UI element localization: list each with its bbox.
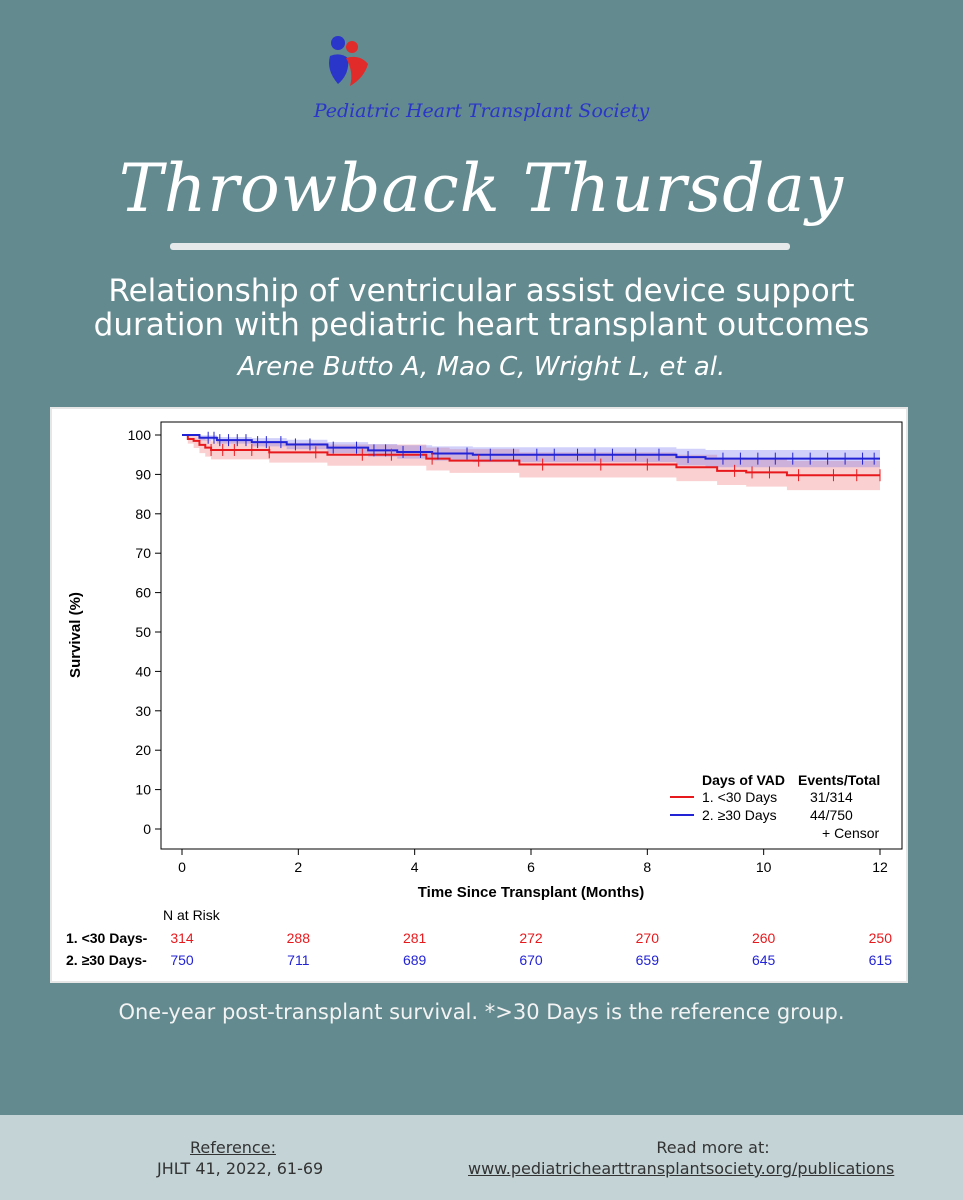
risk-value: 711	[287, 952, 310, 968]
legend-events-1: 31/314	[810, 789, 853, 805]
survival-chart: 0 10 20 30 40 50 60 70 80 90 100 0 2 4 6 8 10 12 Surviva…	[66, 421, 903, 968]
figure-caption: One-year post-transplant survival. *>30 …	[118, 1000, 845, 1024]
y-tick-label: 80	[135, 506, 151, 522]
risk-value: 250	[869, 930, 893, 946]
y-tick-label: 50	[135, 624, 151, 640]
y-tick-label: 20	[135, 742, 151, 758]
footer-bar	[0, 1115, 963, 1200]
x-axis-label: Time Since Transplant (Months)	[418, 884, 644, 901]
risk-value: 260	[752, 930, 776, 946]
banner-underline	[170, 243, 790, 250]
legend-title: Days of VAD	[702, 772, 785, 788]
banner-title: Throwback Thursday	[118, 150, 845, 227]
legend-events-2: 44/750	[810, 807, 853, 823]
legend-label-2: 2. ≥30 Days	[702, 807, 777, 823]
y-tick-label: 60	[135, 585, 151, 601]
org-name: Pediatric Heart Transplant Society	[313, 100, 650, 122]
y-tick-label: 10	[135, 782, 151, 798]
x-tick-label: 2	[294, 859, 302, 875]
risk-value: 659	[636, 952, 660, 968]
risk-value: 670	[519, 952, 543, 968]
risk-value: 645	[752, 952, 776, 968]
y-tick-label: 30	[135, 703, 151, 719]
risk-table: N at Risk 1. <30 Days- 2. ≥30 Days- 314 2…	[66, 907, 892, 968]
risk-row-label-1: 1. <30 Days-	[66, 930, 148, 946]
y-tick-label: 100	[128, 427, 152, 443]
x-tick-label: 4	[411, 859, 419, 875]
legend-events-header: Events/Total	[798, 772, 880, 788]
y-tick-label: 0	[143, 821, 151, 837]
y-axis-label: Survival (%)	[67, 592, 84, 678]
risk-value: 314	[170, 930, 194, 946]
survival-figure: 0 10 20 30 40 50 60 70 80 90 100 0 2 4 6 8 10 12 Surviva…	[50, 407, 908, 983]
authors: Arene Butto A, Mao C, Wright L, et al.	[237, 352, 726, 382]
article-title: Relationship of ventricular assist devic…	[20, 274, 943, 342]
article-title-line1: Relationship of ventricular assist devic…	[108, 273, 855, 309]
legend-label-1: 1. <30 Days	[702, 789, 777, 805]
risk-value: 281	[403, 930, 427, 946]
risk-value: 750	[170, 952, 194, 968]
risk-row-label-2: 2. ≥30 Days-	[66, 952, 147, 968]
risk-value: 689	[403, 952, 427, 968]
risk-value: 288	[287, 930, 311, 946]
heart-logo-icon	[329, 36, 368, 86]
survival-line-series-1	[182, 434, 880, 477]
risk-table-header: N at Risk	[163, 907, 221, 923]
x-tick-label: 10	[756, 859, 772, 875]
read-more-link[interactable]: www.pediatrichearttransplantsociety.org/…	[468, 1159, 895, 1178]
x-tick-label: 6	[527, 859, 535, 875]
x-tick-label: 8	[643, 859, 651, 875]
risk-value: 270	[636, 930, 660, 946]
y-tick-label: 40	[135, 663, 151, 679]
risk-value: 272	[519, 930, 543, 946]
x-tick-label: 12	[872, 859, 888, 875]
survival-line-series-2	[182, 434, 880, 460]
read-more-label: Read more at:	[656, 1138, 770, 1157]
legend: Days of VAD Events/Total 1. <30 Days 31/…	[670, 772, 880, 841]
article-title-line2: duration with pediatric heart transplant…	[93, 307, 870, 343]
reference-value: JHLT 41, 2022, 61-69	[157, 1159, 324, 1178]
y-tick-label: 70	[135, 545, 151, 561]
y-tick-label: 90	[135, 466, 151, 482]
x-tick-label: 0	[178, 859, 186, 875]
reference-label: Reference:	[190, 1138, 276, 1157]
legend-censor: + Censor	[822, 825, 880, 841]
risk-value: 615	[869, 952, 893, 968]
